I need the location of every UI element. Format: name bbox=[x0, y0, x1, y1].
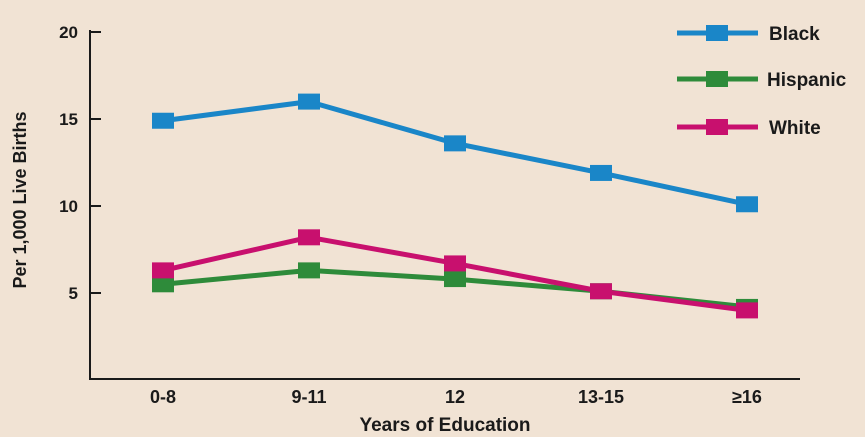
data-point-hispanic bbox=[444, 271, 466, 288]
x-axis-label: Years of Education bbox=[359, 415, 530, 436]
y-tick-label: 5 bbox=[69, 284, 78, 303]
data-point-white bbox=[590, 283, 612, 300]
x-tick-label: 0-8 bbox=[150, 387, 176, 407]
x-tick-label: 9-11 bbox=[291, 387, 326, 407]
data-point-black bbox=[152, 112, 174, 129]
data-point-black bbox=[444, 135, 466, 152]
legend-label-hispanic: Hispanic bbox=[767, 70, 847, 91]
series-line-black bbox=[162, 99, 748, 207]
tick-labels: 5 10 15 20 0-8 9-11 12 13-15 ≥16 bbox=[59, 23, 762, 407]
legend: Black Hispanic White bbox=[677, 24, 847, 139]
series-lines bbox=[152, 93, 758, 319]
data-point-white bbox=[298, 229, 320, 246]
data-point-black bbox=[298, 93, 320, 110]
data-point-white bbox=[444, 255, 466, 272]
data-point-black bbox=[736, 196, 758, 213]
legend-marker bbox=[706, 119, 728, 135]
x-tick-label: 13-15 bbox=[578, 387, 624, 407]
y-tick-label: 10 bbox=[59, 197, 78, 216]
x-tick-label: 12 bbox=[445, 387, 465, 407]
data-point-black bbox=[590, 164, 612, 181]
y-axis-label: Per 1,000 Live Births bbox=[10, 111, 30, 288]
legend-label-white: White bbox=[769, 118, 821, 139]
data-point-white bbox=[736, 302, 758, 319]
legend-marker bbox=[706, 71, 728, 87]
data-point-hispanic bbox=[298, 262, 320, 279]
data-point-white bbox=[152, 262, 174, 279]
legend-marker bbox=[706, 25, 728, 41]
y-tick-label: 15 bbox=[59, 110, 78, 129]
axes bbox=[89, 30, 800, 380]
y-tick-label: 20 bbox=[59, 23, 78, 42]
x-tick-label: ≥16 bbox=[732, 387, 762, 407]
data-point-hispanic bbox=[152, 276, 174, 293]
legend-label-black: Black bbox=[769, 24, 820, 45]
